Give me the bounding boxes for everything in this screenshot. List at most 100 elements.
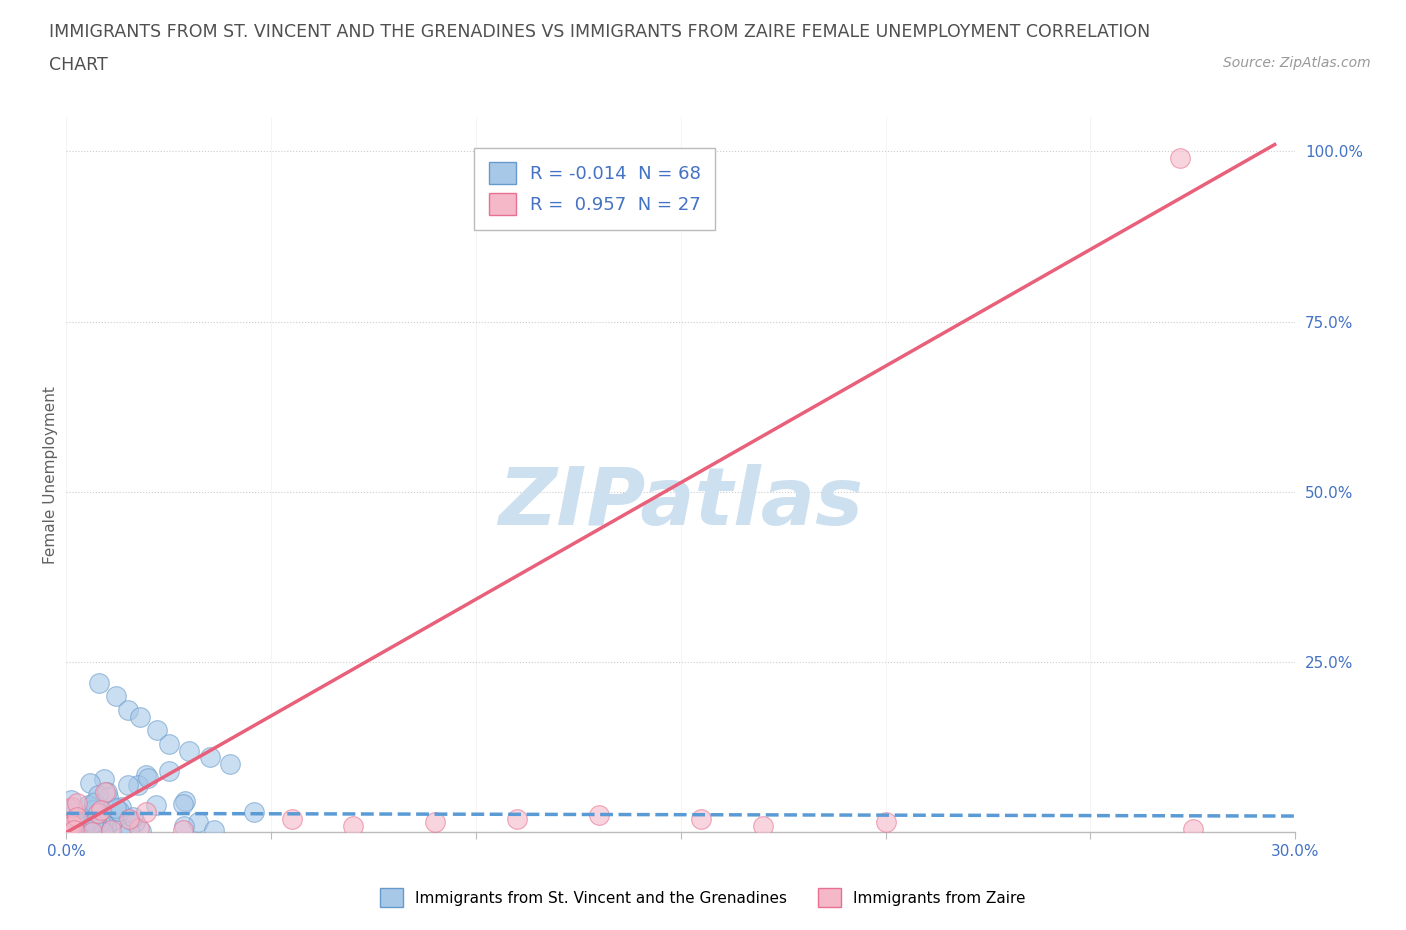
Point — [73, 824, 96, 839]
Point — [135, 768, 157, 783]
Point — [89, 815, 111, 830]
Point — [122, 809, 145, 824]
Point — [72, 819, 94, 834]
Point — [84, 818, 107, 833]
Point — [82, 817, 104, 832]
Point — [219, 757, 242, 772]
Point — [157, 737, 180, 751]
Point — [100, 822, 122, 837]
Point — [342, 818, 364, 833]
Point — [179, 743, 201, 758]
Point — [77, 822, 100, 837]
Point — [84, 814, 107, 829]
Point — [59, 802, 82, 817]
Point — [66, 795, 89, 810]
Text: Source: ZipAtlas.com: Source: ZipAtlas.com — [1223, 56, 1371, 70]
Point — [108, 804, 131, 818]
Point — [145, 723, 167, 737]
Point — [93, 772, 115, 787]
Point — [65, 816, 87, 830]
Text: IMMIGRANTS FROM ST. VINCENT AND THE GRENADINES VS IMMIGRANTS FROM ZAIRE FEMALE U: IMMIGRANTS FROM ST. VINCENT AND THE GREN… — [49, 23, 1150, 41]
Text: ZIPatlas: ZIPatlas — [498, 464, 863, 542]
Point — [76, 798, 98, 813]
Point — [1181, 821, 1204, 836]
Point — [66, 809, 89, 824]
Point — [91, 824, 114, 839]
Point — [79, 799, 101, 814]
Point — [690, 811, 713, 826]
Point — [59, 824, 82, 839]
Point — [94, 784, 117, 799]
Point — [60, 817, 83, 832]
Point — [198, 750, 221, 764]
Point — [128, 821, 150, 836]
Point — [588, 808, 610, 823]
Point — [87, 805, 110, 820]
Legend: Immigrants from St. Vincent and the Grenadines, Immigrants from Zaire: Immigrants from St. Vincent and the Gren… — [374, 883, 1032, 913]
Point — [91, 816, 114, 830]
Point — [86, 798, 108, 813]
Point — [110, 800, 132, 815]
Point — [506, 811, 529, 826]
Point — [172, 823, 194, 838]
Point — [83, 796, 105, 811]
Text: CHART: CHART — [49, 56, 108, 73]
Point — [72, 814, 94, 829]
Point — [104, 689, 127, 704]
Point — [79, 776, 101, 790]
Point — [86, 806, 108, 821]
Point — [118, 812, 141, 827]
Y-axis label: Female Unemployment: Female Unemployment — [44, 386, 58, 564]
Point — [82, 816, 104, 830]
Point — [280, 811, 302, 826]
Point — [118, 824, 141, 839]
Point — [66, 813, 89, 828]
Point — [118, 812, 141, 827]
Point — [90, 805, 112, 820]
Point — [104, 801, 127, 816]
Point — [90, 802, 112, 817]
Point — [111, 820, 134, 835]
Point — [60, 799, 83, 814]
Point — [82, 803, 104, 817]
Point — [100, 814, 122, 829]
Point — [89, 675, 111, 690]
Point — [63, 823, 86, 838]
Point — [96, 784, 118, 799]
Point — [67, 822, 90, 837]
Point — [70, 818, 93, 833]
Legend: R = -0.014  N = 68, R =  0.957  N = 27: R = -0.014 N = 68, R = 0.957 N = 27 — [474, 148, 716, 230]
Point — [127, 777, 149, 792]
Point — [67, 817, 90, 832]
Point — [423, 815, 446, 830]
Point — [117, 777, 139, 792]
Point — [97, 790, 120, 804]
Point — [87, 788, 110, 803]
Point — [173, 819, 195, 834]
Point — [243, 804, 266, 819]
Point — [59, 793, 82, 808]
Point — [80, 824, 103, 839]
Point — [172, 796, 194, 811]
Point — [83, 804, 105, 818]
Point — [751, 818, 773, 833]
Point — [202, 822, 225, 837]
Point — [129, 710, 152, 724]
Point — [117, 702, 139, 717]
Point — [77, 805, 100, 820]
Point — [875, 815, 897, 830]
Point — [1170, 151, 1192, 166]
Point — [59, 816, 82, 830]
Point — [94, 818, 117, 833]
Point — [138, 770, 160, 785]
Point — [135, 804, 157, 819]
Point — [124, 815, 146, 830]
Point — [59, 824, 82, 839]
Point — [157, 764, 180, 778]
Point — [89, 810, 111, 825]
Point — [187, 815, 209, 830]
Point — [173, 793, 195, 808]
Point — [145, 798, 167, 813]
Point — [129, 823, 152, 838]
Point — [62, 822, 84, 837]
